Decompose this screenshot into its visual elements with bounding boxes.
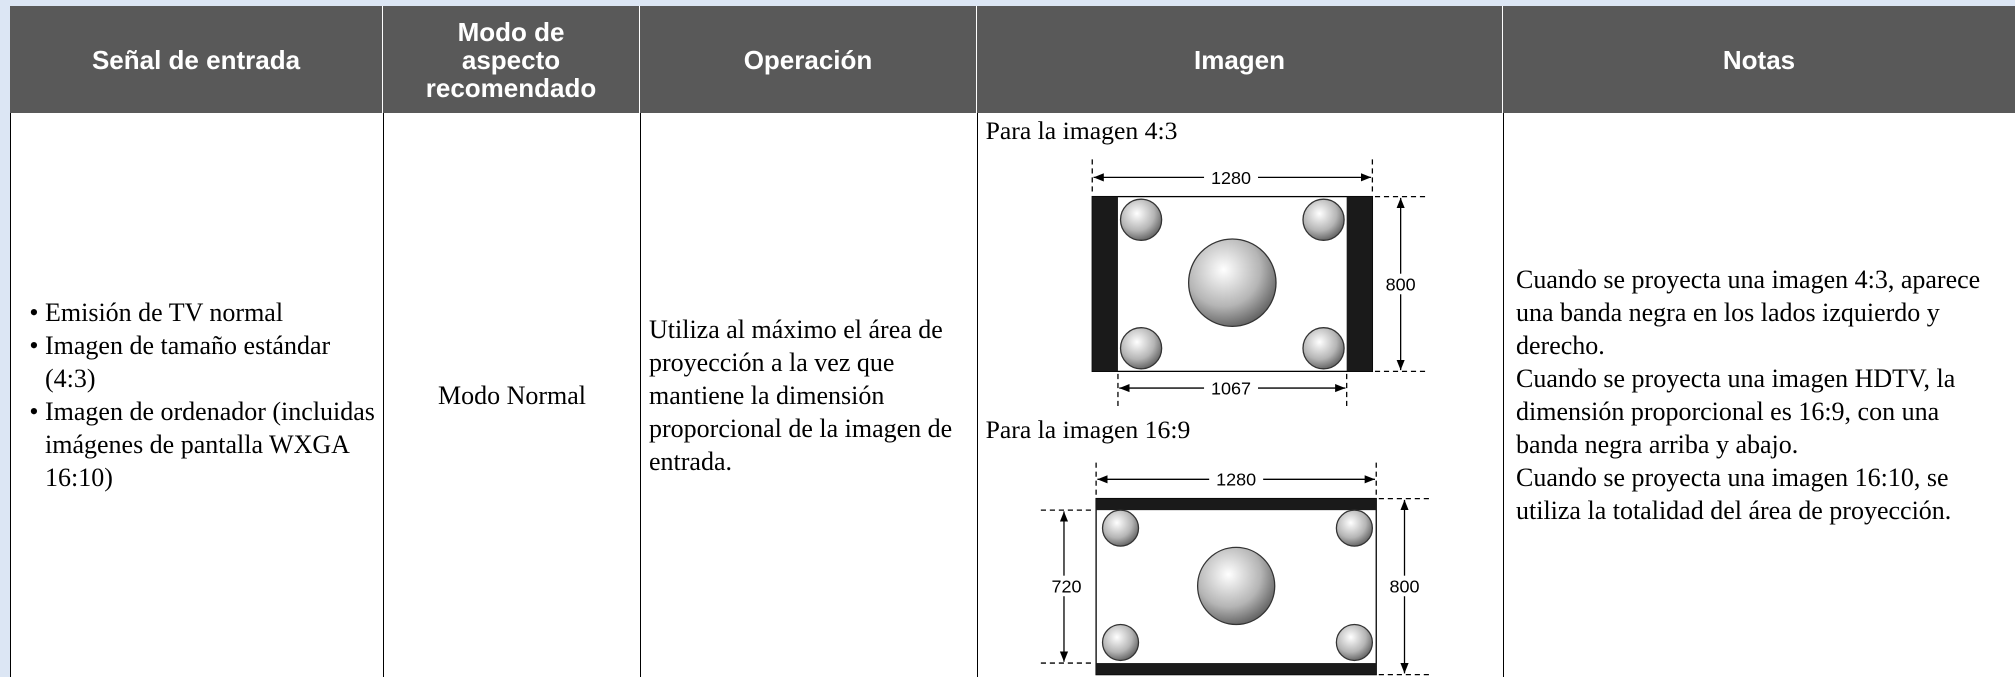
header-cell: Señal de entrada: [10, 6, 383, 113]
top-strip: [10, 0, 2015, 6]
signal-item: Emisión de TV normal: [45, 296, 375, 329]
signal-item: Imagen de tamaño estándar (4:3): [45, 329, 375, 395]
header-cell: Modo de aspecto recomendado: [383, 6, 640, 113]
header-cell: Operación: [640, 6, 977, 113]
notes-cell: Cuando se proyecta una imagen 4:3, apare…: [1503, 113, 2015, 677]
signal-list: Emisión de TV normal Imagen de tamaño es…: [19, 296, 375, 494]
side-strip: [0, 0, 10, 677]
note: Cuando se proyecta una imagen 16:10, se …: [1516, 463, 1952, 525]
header-cell: Notas: [1503, 6, 2015, 113]
note: Cuando se proyecta una imagen 4:3, apare…: [1516, 265, 1981, 360]
image-cell: [977, 113, 1503, 677]
signal-item: Imagen de ordenador (incluidas imágenes …: [45, 395, 375, 494]
mode-cell: Modo Normal: [383, 113, 640, 677]
signal-cell: Emisión de TV normal Imagen de tamaño es…: [10, 113, 383, 677]
operation-cell: Utiliza al máximo el área de proyección …: [640, 113, 977, 677]
mode-text: Modo Normal: [437, 380, 587, 410]
notes: Cuando se proyecta una imagen 4:3, apare…: [1516, 263, 2007, 527]
operation-text: Utiliza al máximo el área de proyección …: [649, 314, 953, 476]
header-cell: Imagen: [977, 6, 1503, 113]
note: Cuando se proyecta una imagen HDTV, la d…: [1516, 364, 1956, 459]
